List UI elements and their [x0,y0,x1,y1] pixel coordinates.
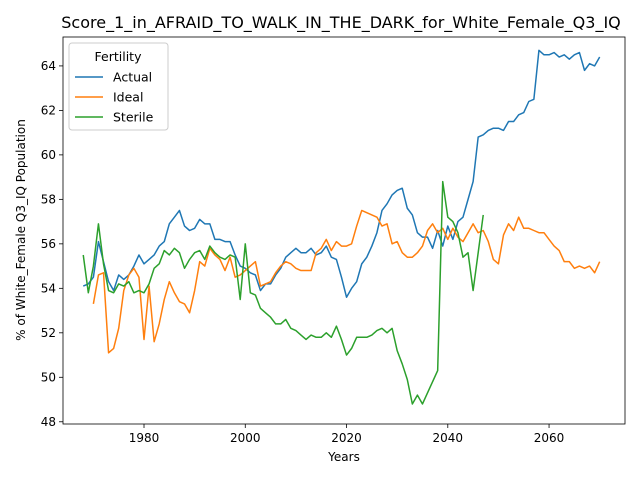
series-line-ideal [92,209,601,354]
series-line-actual [82,49,601,298]
y-tick-label: 52 [41,326,56,340]
x-tick-label: 2060 [534,431,565,445]
legend-label-ideal: Ideal [113,90,143,105]
y-tick-label: 54 [41,281,56,295]
y-tick-label: 64 [41,59,56,73]
plot-area-frame [62,36,626,425]
y-tick-label: 60 [41,148,56,162]
x-tick-label: 1980 [129,431,160,445]
y-axis-label: % of White_Female Q3_IQ Population [14,119,28,341]
legend-items: Actual Ideal Sterile [75,70,154,125]
plot-lines [82,49,601,405]
legend-label-sterile: Sterile [113,110,154,125]
y-tick-label: 48 [41,415,56,429]
legend-title: Fertility [95,49,143,64]
x-tick-label: 2040 [433,431,464,445]
y-tick-label: 58 [41,192,56,206]
x-axis-label: Years [327,450,360,464]
x-tick-label: 2020 [331,431,362,445]
y-tick-label: 56 [41,237,56,251]
x-tick-label: 2000 [230,431,261,445]
x-axis: 1980 2000 2020 2040 2060 [129,424,565,445]
legend-label-actual: Actual [113,70,152,85]
y-axis: 48 50 52 54 56 58 60 62 64 [41,59,63,429]
y-tick-label: 62 [41,103,56,117]
chart-title: Score_1_in_AFRAID_TO_WALK_IN_THE_DARK_fo… [61,13,621,33]
y-tick-label: 50 [41,370,56,384]
series-line-sterile [82,180,484,405]
legend-frame [68,42,169,131]
legend: Fertility Actual Ideal Sterile [68,42,169,131]
